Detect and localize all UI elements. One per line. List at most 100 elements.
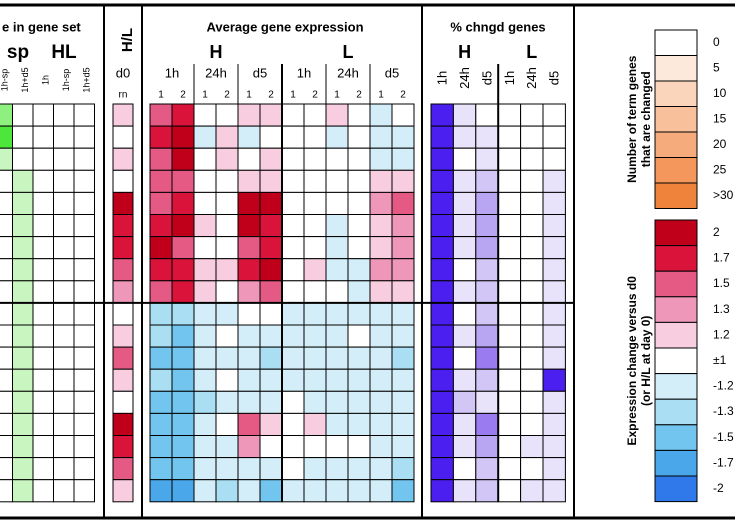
heatmap-cell [0,125,13,149]
heatmap-cell [520,390,544,414]
heatmap-cell [112,479,134,503]
heatmap-cell [369,302,393,326]
heatmap-cell [0,191,13,215]
heatmap-cell [237,412,261,436]
heatmap-cell [281,346,305,370]
heatmap-cell [53,169,75,193]
column-label: 1h+d5 [82,67,92,92]
heatmap-cell [259,346,283,370]
heatmap-cell [215,346,239,370]
heatmap-cell [193,457,217,481]
heatmap-cell [171,147,195,171]
legend-title: that are changed [639,71,653,167]
heatmap-cell [73,169,95,193]
heatmap-cell [475,258,499,282]
group-label: HL [51,42,77,63]
legend-label: -1.5 [713,430,734,444]
heatmap-cell [303,457,327,481]
heatmap-cell [520,103,544,127]
heatmap-cell [237,191,261,215]
heatmap-cell [171,191,195,215]
heatmap-cell [369,457,393,481]
legend-swatch [654,424,698,451]
heatmap-cell [520,125,544,149]
heatmap-cell [369,169,393,193]
heatmap-cell [12,457,34,481]
heatmap-cell [259,125,283,149]
heatmap-cell [430,147,454,171]
heatmap-cell [12,412,34,436]
group-label: L [526,42,537,62]
heatmap-cell [0,390,13,414]
legend-swatch [654,270,698,298]
heatmap-cell [149,147,173,171]
heatmap-cell [347,169,371,193]
heatmap-cell [542,103,566,127]
heatmap-cell [542,390,566,414]
heatmap-cell [542,346,566,370]
heatmap-cell [193,390,217,414]
heatmap-cell [430,457,454,481]
heatmap-cell [171,390,195,414]
heatmap-cell [325,368,349,392]
heatmap-cell [215,236,239,260]
column-label: 24h [524,67,539,89]
heatmap-cell [259,457,283,481]
legend-label: 5 [713,60,720,74]
heatmap-cell [452,457,477,481]
heatmap-cell [237,324,261,348]
heatmap-cell [53,147,75,171]
group-label: H [210,42,223,62]
heatmap-cell [149,125,173,149]
heatmap-cell [149,479,173,503]
heatmap-cell [237,346,261,370]
heatmap-cell [12,258,34,282]
heatmap-cell [112,346,134,370]
panel-title: % chngd genes [450,19,545,34]
heatmap-cell [73,479,95,503]
heatmap-cell [171,258,195,282]
heatmap-cell [259,280,283,304]
heatmap-cell [0,457,13,481]
legend-label: -2 [713,481,724,495]
heatmap-cell [520,191,544,215]
heatmap-cell [32,435,54,459]
heatmap-cell [325,302,349,326]
heatmap-cell [53,236,75,260]
heatmap-cell [53,280,75,304]
heatmap-cell [53,125,75,149]
legend-label: 1.5 [713,276,730,290]
heatmap-cell [53,346,75,370]
time-label: 1h [297,65,311,80]
heatmap-cell [391,324,415,348]
heatmap-cell [0,103,13,127]
time-label: 24h [337,65,359,80]
heatmap-cell [497,236,522,260]
heatmap-cell [325,147,349,171]
column-label: 1h-sp [0,69,10,92]
heatmap-cell [171,214,195,238]
heatmap-cell [193,280,217,304]
heatmap-cell [53,435,75,459]
heatmap-cell [112,390,134,414]
heatmap-cell [452,412,477,436]
heatmap-cell [0,368,13,392]
heatmap-cell [520,169,544,193]
heatmap-cell [53,390,75,414]
rep-label: 2 [312,90,318,101]
heatmap-cell [32,169,54,193]
heatmap-cell [391,236,415,260]
legend-swatch [654,475,698,503]
heatmap-cell [149,457,173,481]
heatmap-cell [53,479,75,503]
heatmap-cell [112,191,134,215]
heatmap-cell [430,479,454,503]
heatmap-cell [430,302,454,326]
heatmap-cell [12,435,34,459]
heatmap-cell [369,479,393,503]
heatmap-cell [73,435,95,459]
heatmap-cell [391,214,415,238]
heatmap-cell [237,280,261,304]
heatmap-cell [281,236,305,260]
heatmap-cell [73,236,95,260]
